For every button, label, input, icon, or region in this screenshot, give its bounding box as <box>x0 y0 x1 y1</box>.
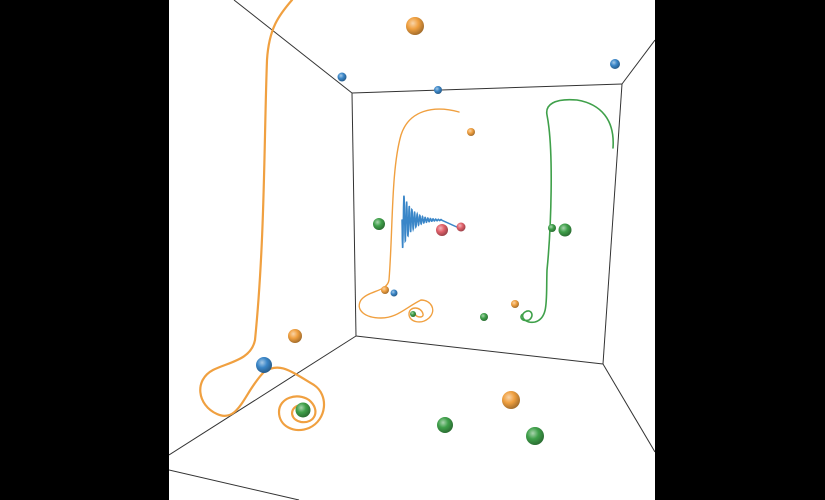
box-edges <box>169 0 655 500</box>
sphere-orange-17 <box>502 391 520 409</box>
trajectory-orange-small <box>358 108 460 323</box>
scene-canvas <box>169 0 655 500</box>
sphere-red-7 <box>456 222 466 232</box>
sphere-green-9 <box>558 223 572 237</box>
sphere-green-16 <box>295 402 311 418</box>
sphere-orange-10 <box>381 286 389 294</box>
sphere-blue-15 <box>256 357 272 373</box>
edge-top-left <box>233 0 353 94</box>
sphere-green-5 <box>373 218 385 230</box>
sphere-green-13 <box>480 313 488 321</box>
trajectory-blue <box>401 195 460 249</box>
edge-floor-front <box>169 469 300 500</box>
trajectories <box>199 0 614 432</box>
trajectory-green <box>520 98 614 324</box>
trajectory-orange-large <box>199 0 325 432</box>
3d-scene[interactable] <box>169 0 655 500</box>
sphere-red-6 <box>436 224 448 236</box>
sphere-green-20 <box>410 311 416 317</box>
edge-back-right <box>602 83 623 365</box>
sphere-blue-3 <box>610 59 620 69</box>
sphere-green-18 <box>437 417 453 433</box>
sphere-orange-4 <box>467 128 475 136</box>
sphere-blue-1 <box>337 72 347 82</box>
edge-top-right <box>621 39 655 85</box>
sphere-green-8 <box>548 224 556 232</box>
sphere-orange-12 <box>511 300 519 308</box>
edge-back-left <box>351 92 357 337</box>
sphere-blue-11 <box>390 289 398 297</box>
sphere-orange-0 <box>406 17 424 35</box>
sphere-orange-14 <box>288 329 302 343</box>
sphere-blue-2 <box>434 86 442 94</box>
edge-bottom-right <box>602 363 655 453</box>
edge-back-top <box>351 83 623 94</box>
edge-bottom-left <box>169 335 357 456</box>
edge-back-bottom <box>355 335 604 365</box>
spheres <box>256 17 620 445</box>
sphere-green-19 <box>526 427 544 445</box>
